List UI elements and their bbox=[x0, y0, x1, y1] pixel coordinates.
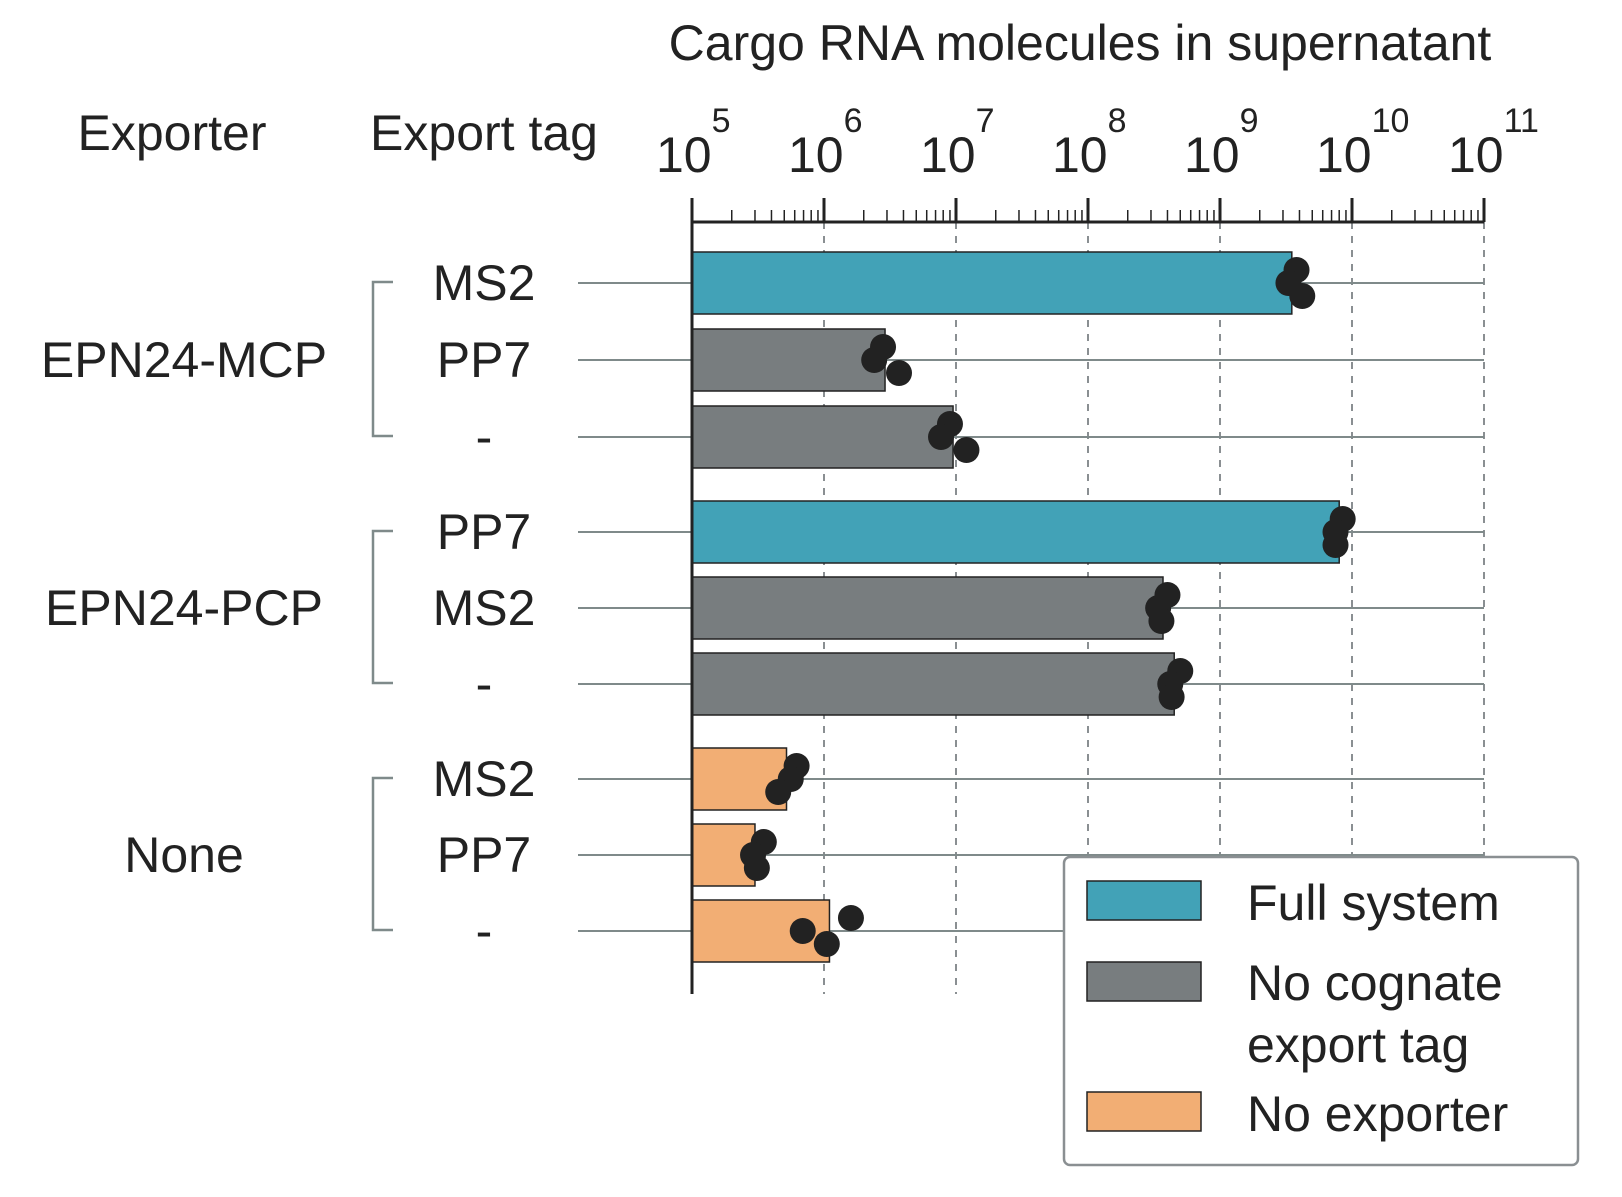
x-tick-label: 107 bbox=[920, 102, 995, 183]
legend-label: No cognate bbox=[1247, 955, 1503, 1011]
x-tick-label: 105 bbox=[656, 102, 731, 183]
export-tag-label: - bbox=[476, 409, 493, 465]
x-axis: 105 106 107 108 109 1010 1011 bbox=[656, 102, 1539, 994]
export-tag-label: PP7 bbox=[437, 504, 532, 560]
group-bracket bbox=[371, 280, 393, 438]
legend-label: export tag bbox=[1247, 1017, 1469, 1073]
bar bbox=[691, 652, 1175, 716]
exporter-label: None bbox=[124, 827, 244, 883]
export-tag-label: PP7 bbox=[437, 827, 532, 883]
bar bbox=[691, 500, 1340, 564]
data-point bbox=[813, 931, 840, 957]
bar bbox=[691, 328, 886, 392]
data-point bbox=[1322, 532, 1349, 558]
x-tick-label: 1011 bbox=[1448, 102, 1539, 183]
bar bbox=[691, 405, 954, 469]
data-point bbox=[861, 347, 888, 373]
legend-label: No exporter bbox=[1247, 1086, 1508, 1142]
x-tick-label: 106 bbox=[788, 102, 863, 183]
chart-title: Cargo RNA molecules in supernatant bbox=[669, 15, 1492, 71]
export-tag-label: PP7 bbox=[437, 332, 532, 388]
x-tick-label: 1010 bbox=[1316, 102, 1409, 183]
exporter-label: EPN24-PCP bbox=[45, 580, 323, 636]
legend-label: Full system bbox=[1247, 875, 1500, 931]
exporter-label: EPN24-MCP bbox=[41, 332, 327, 388]
x-tick-label: 109 bbox=[1184, 102, 1259, 183]
export-tag-label: MS2 bbox=[433, 255, 536, 311]
data-point bbox=[789, 918, 816, 944]
data-points bbox=[740, 257, 1356, 957]
bar bbox=[691, 251, 1293, 315]
legend-frame bbox=[1062, 855, 1580, 1167]
exporter-header: Exporter bbox=[78, 105, 267, 161]
data-point bbox=[1148, 608, 1175, 634]
export-tag-label: MS2 bbox=[433, 751, 536, 807]
export-tag-header: Export tag bbox=[370, 105, 598, 161]
bar bbox=[691, 576, 1164, 640]
row-labels: MS2 PP7 - PP7 MS2 - MS2 PP7 - EPN24-MCP EPN24-PCP N… bbox=[41, 255, 536, 959]
group-bracket bbox=[371, 529, 393, 685]
data-point bbox=[953, 437, 980, 463]
export-tag-label: - bbox=[476, 903, 493, 959]
group-bracket bbox=[371, 776, 393, 932]
legend-swatch bbox=[1086, 1091, 1202, 1132]
data-point bbox=[1158, 684, 1185, 710]
legend-swatch bbox=[1086, 880, 1202, 921]
x-tick-label: 108 bbox=[1052, 102, 1127, 183]
data-point bbox=[928, 424, 955, 450]
data-point bbox=[743, 855, 770, 881]
data-point bbox=[1289, 283, 1316, 309]
data-point bbox=[886, 360, 913, 386]
data-point bbox=[765, 779, 792, 805]
legend-swatch bbox=[1086, 961, 1202, 1002]
legend: Full system No cognate export tag No export… bbox=[1062, 855, 1580, 1167]
data-point bbox=[837, 905, 864, 931]
export-tag-label: MS2 bbox=[433, 580, 536, 636]
export-tag-label: - bbox=[476, 656, 493, 712]
